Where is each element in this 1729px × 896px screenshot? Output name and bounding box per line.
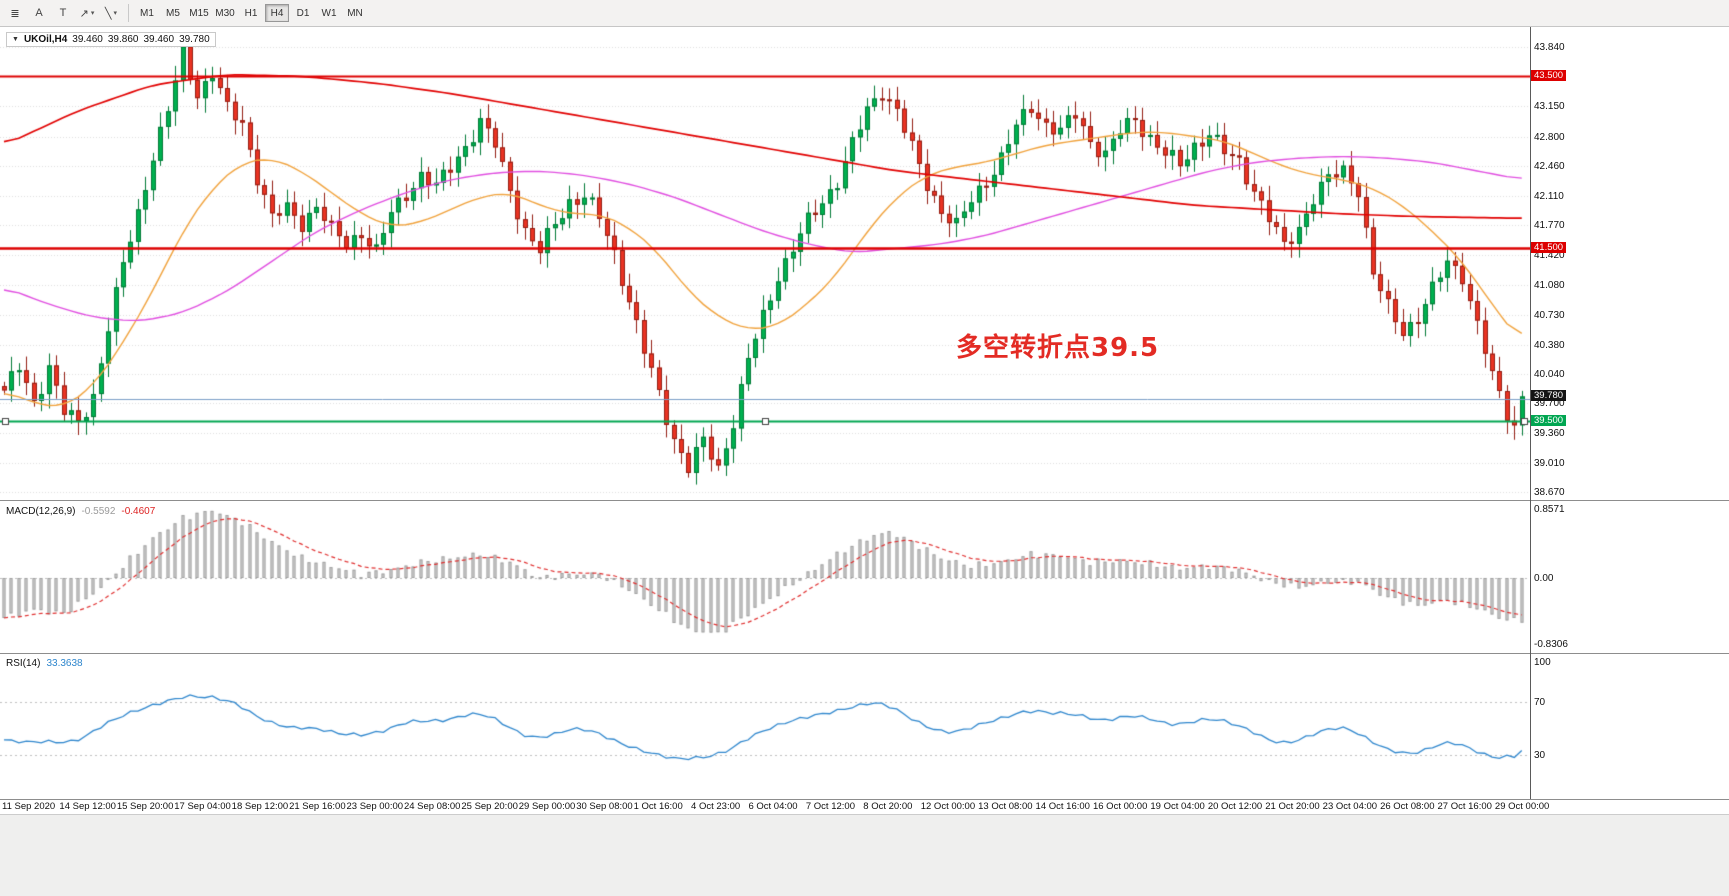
timeframe-button-m1[interactable]: M1 [140, 7, 154, 19]
arrow-objects-icon[interactable]: ↗ ▾ [79, 7, 95, 20]
text-label-icon[interactable]: T [59, 7, 67, 19]
chart-ohlc-label: ▼ UKOil,H4 39.460 39.860 39.460 39.780 [6, 32, 216, 47]
date-label: 23 Oct 04:00 [1322, 801, 1378, 812]
timeframe-button-w1[interactable]: W1 [321, 7, 337, 19]
ohlc-open: 39.460 [72, 34, 103, 45]
rsi-panel-separator[interactable] [0, 653, 1729, 654]
price-tick-label: 42.110 [1534, 190, 1564, 202]
toolbar: ≣ A T ↗ ▾ ╲ ▾ M1 M5 M15 M30 H1 H4 D1 W1 MN [0, 0, 1729, 27]
timeframe-button-m30[interactable]: M30 [215, 7, 235, 19]
rsi-axis-label: 100 [1534, 657, 1551, 668]
chart-window: ▼ UKOil,H4 39.460 39.860 39.460 39.780 M… [0, 27, 1729, 896]
rsi-indicator-label: RSI(14) 33.3638 [6, 658, 83, 669]
date-label: 18 Sep 12:00 [231, 801, 289, 812]
date-label: 20 Oct 12:00 [1207, 801, 1263, 812]
price-tick-label: 39.700 [1534, 398, 1565, 410]
date-label: 23 Sep 00:00 [346, 801, 404, 812]
chart-annotation-text[interactable]: 多空转折点39.5 [956, 333, 1160, 363]
macd-axis-label: 0.00 [1534, 573, 1554, 584]
date-label: 7 Oct 12:00 [805, 801, 855, 812]
macd-panel-canvas[interactable] [0, 501, 1530, 653]
date-label: 14 Sep 12:00 [59, 801, 116, 812]
ohlc-high: 39.860 [107, 34, 139, 45]
timeframe-button-mn[interactable]: MN [347, 7, 363, 19]
price-tag-39.780: 39.780 [1531, 390, 1567, 402]
date-label: 1 Oct 16:00 [633, 801, 683, 812]
chart-list-icon[interactable]: ≣ [10, 7, 20, 20]
price-axis-border[interactable] [1530, 27, 1531, 799]
bottom-margin-area [0, 814, 1729, 896]
timeframe-button-h1[interactable]: H1 [244, 7, 258, 19]
price-tick-label: 38.670 [1534, 486, 1565, 498]
price-tick-label: 42.800 [1534, 131, 1565, 143]
rsi-axis-label: 70 [1534, 696, 1546, 708]
date-label: 21 Sep 16:00 [289, 801, 346, 812]
price-tick-label: 41.770 [1534, 220, 1565, 232]
price-tick-label: 39.360 [1534, 427, 1565, 439]
macd-axis-label: 0.8571 [1534, 504, 1565, 516]
date-label: 27 Oct 16:00 [1437, 801, 1492, 812]
macd-signal-value: -0.4607 [121, 506, 156, 517]
line-objects-icon[interactable]: ╲ ▾ [104, 7, 118, 20]
timeframe-button-m15[interactable]: M15 [189, 7, 209, 19]
date-label: 14 Oct 16:00 [1035, 801, 1090, 812]
date-label: 17 Sep 04:00 [174, 801, 231, 812]
date-label: 8 Oct 20:00 [863, 801, 913, 812]
dropdown-caret-icon[interactable]: ▾ [113, 10, 118, 17]
date-label: 26 Oct 08:00 [1380, 801, 1435, 812]
date-label: 24 Sep 08:00 [403, 801, 461, 812]
price-tick-label: 40.380 [1534, 339, 1565, 351]
date-label: 25 Sep 20:00 [461, 801, 518, 812]
timeframe-button-m5[interactable]: M5 [166, 7, 180, 19]
price-tick-label: 40.730 [1534, 309, 1565, 321]
price-tag-41.500: 41.500 [1531, 242, 1567, 254]
symbol-name: UKOil,H4 [23, 34, 68, 45]
price-tick-label: 43.840 [1534, 42, 1565, 53]
timeframe-toolbar: M1 M5 M15 M30 H1 H4 D1 W1 MN [134, 0, 368, 26]
collapse-icon[interactable]: ▼ [12, 36, 19, 43]
ohlc-low: 39.460 [143, 34, 175, 45]
time-axis-separator [0, 799, 1729, 800]
dropdown-caret-icon[interactable]: ▾ [90, 10, 95, 17]
price-tag-43.500: 43.500 [1531, 70, 1567, 82]
macd-indicator-label: MACD(12,26,9) -0.5592 -0.4607 [6, 506, 155, 517]
price-tick-label: 42.460 [1534, 160, 1565, 172]
macd-panel-separator[interactable] [0, 500, 1729, 501]
timeframe-button-h4[interactable]: H4 [265, 4, 289, 22]
date-label: 30 Sep 08:00 [576, 801, 633, 812]
toolbar-divider [128, 4, 129, 22]
rsi-axis-label: 30 [1534, 750, 1546, 762]
date-label: 19 Oct 04:00 [1150, 801, 1205, 812]
date-label: 13 Oct 08:00 [978, 801, 1033, 812]
date-label: 16 Oct 00:00 [1092, 801, 1148, 812]
date-label: 29 Sep 00:00 [518, 801, 576, 812]
rsi-panel-canvas[interactable] [0, 654, 1530, 799]
date-label: 6 Oct 04:00 [748, 801, 798, 812]
cursor-mode-icon[interactable]: A [35, 7, 43, 19]
rsi-title: RSI(14) [6, 658, 41, 669]
date-label: 29 Oct 00:00 [1494, 801, 1550, 812]
macd-axis-label: -0.8306 [1534, 639, 1568, 651]
main-chart-canvas[interactable] [0, 27, 1530, 500]
macd-title: MACD(12,26,9) [6, 506, 76, 517]
price-tick-label: 41.080 [1534, 279, 1565, 291]
price-tag-39.500: 39.500 [1531, 414, 1567, 426]
date-label: 11 Sep 2020 [2, 801, 56, 812]
date-label: 4 Oct 23:00 [691, 801, 741, 812]
ohlc-close: 39.780 [179, 34, 210, 45]
price-tick-label: 41.420 [1534, 250, 1565, 262]
price-tick-label: 40.040 [1534, 369, 1565, 381]
price-tick-label: 39.010 [1534, 457, 1565, 469]
macd-main-value: -0.5592 [81, 506, 116, 517]
timeframe-button-d1[interactable]: D1 [296, 7, 310, 19]
drawing-toolbar: ≣ A T ↗ ▾ ╲ ▾ [3, 0, 123, 26]
date-label: 21 Oct 20:00 [1265, 801, 1320, 812]
rsi-value: 33.3638 [46, 658, 83, 669]
date-label: 12 Oct 00:00 [920, 801, 976, 812]
date-label: 15 Sep 20:00 [116, 801, 174, 812]
price-tick-label: 43.150 [1534, 101, 1565, 113]
